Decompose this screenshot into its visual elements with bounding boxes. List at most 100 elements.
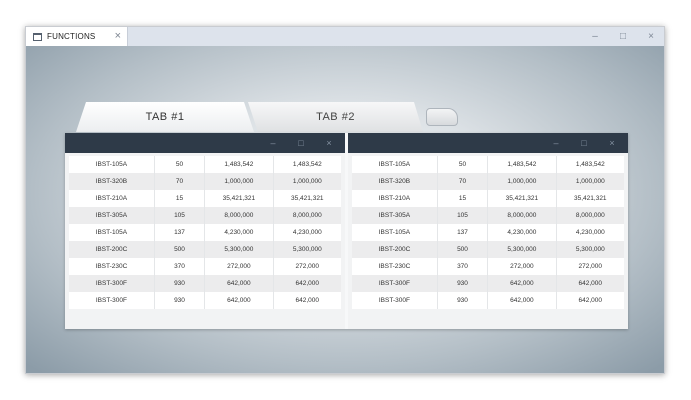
table-cell: 4,230,000 [556,224,624,241]
table-cell: IBST-105A [352,224,438,241]
close-window-button[interactable]: × [637,27,665,46]
table-cell: IBST-300F [69,275,155,292]
add-tab-button[interactable] [426,108,458,126]
table-cell: 642,000 [273,292,341,309]
table-cell: 642,000 [488,275,557,292]
left-panel-close-button[interactable]: × [315,133,343,153]
left-data-table: IBST-105A 50 1,483,542 1,483,542 IBST-320B 70… [69,156,341,309]
table-cell: IBST-200C [352,241,438,258]
table-cell: 1,483,542 [556,156,624,173]
table-cell: 4,230,000 [205,224,274,241]
table-cell: IBST-305A [69,207,155,224]
table-cell: 1,483,542 [205,156,274,173]
table-cell: 8,000,000 [205,207,274,224]
table-cell: 1,483,542 [273,156,341,173]
right-data-table: IBST-105A 50 1,483,542 1,483,542 IBST-320B 70… [352,156,624,309]
close-tab-icon[interactable]: × [114,30,121,42]
table-row[interactable]: IBST-105A 137 4,230,000 4,230,000 [352,224,624,241]
table-cell: 500 [154,241,206,258]
table-row[interactable]: IBST-300F 930 642,000 642,000 [69,275,341,292]
maximize-icon: □ [581,138,587,148]
table-row[interactable]: IBST-300F 930 642,000 642,000 [69,292,341,309]
table-cell: 70 [154,173,206,190]
table-cell: 50 [154,156,206,173]
table-cell: IBST-200C [69,241,155,258]
minimize-icon: – [553,138,559,148]
table-cell: 642,000 [556,275,624,292]
table-row[interactable]: IBST-200C 500 5,300,000 5,300,000 [352,241,624,258]
table-cell: 137 [154,224,206,241]
maximize-icon: □ [619,31,627,42]
maximize-icon: □ [298,138,304,148]
right-panel-header: – □ × [348,133,628,153]
table-row[interactable]: IBST-305A 105 8,000,000 8,000,000 [69,207,341,224]
table-cell: IBST-210A [69,190,155,207]
table-cell: 1,000,000 [205,173,274,190]
table-cell: 15 [437,190,489,207]
close-icon: × [609,138,615,148]
table-cell: IBST-320B [352,173,438,190]
table-cell: 35,421,321 [556,190,624,207]
table-row[interactable]: IBST-300F 930 642,000 642,000 [352,292,624,309]
table-cell: IBST-300F [352,292,438,309]
table-row[interactable]: IBST-105A 50 1,483,542 1,483,542 [69,156,341,173]
table-row[interactable]: IBST-210A 15 35,421,321 35,421,321 [352,190,624,207]
table-row[interactable]: IBST-200C 500 5,300,000 5,300,000 [69,241,341,258]
table-cell: 272,000 [205,258,274,275]
table-row[interactable]: IBST-230C 370 272,000 272,000 [69,258,341,275]
tab-2[interactable]: TAB #2 [248,102,423,132]
right-panel-close-button[interactable]: × [598,133,626,153]
table-row[interactable]: IBST-300F 930 642,000 642,000 [352,275,624,292]
table-cell: 930 [437,275,489,292]
table-cell: 35,421,321 [205,190,274,207]
table-cell: IBST-210A [352,190,438,207]
table-cell: 5,300,000 [273,241,341,258]
left-panel-minimize-button[interactable]: – [259,133,287,153]
table-row[interactable]: IBST-230C 370 272,000 272,000 [352,258,624,275]
table-cell: 8,000,000 [273,207,341,224]
table-row[interactable]: IBST-320B 70 1,000,000 1,000,000 [352,173,624,190]
table-cell: IBST-320B [69,173,155,190]
minimize-icon: – [270,138,276,148]
table-cell: 5,300,000 [205,241,274,258]
table-row[interactable]: IBST-320B 70 1,000,000 1,000,000 [69,173,341,190]
table-cell: 272,000 [273,258,341,275]
table-cell: 930 [154,275,206,292]
table-row[interactable]: IBST-210A 15 35,421,321 35,421,321 [69,190,341,207]
table-cell: 35,421,321 [488,190,557,207]
right-panel-maximize-button[interactable]: □ [570,133,598,153]
left-panel-header: – □ × [65,133,345,153]
minimize-button[interactable]: – [581,27,609,46]
maximize-button[interactable]: □ [609,27,637,46]
table-cell: 930 [154,292,206,309]
table-cell: 50 [437,156,489,173]
table-cell: IBST-300F [69,292,155,309]
table-cell: IBST-230C [69,258,155,275]
right-panel: – □ × IBST-105A 50 1,483,542 1,483,542 IBST-… [348,133,628,329]
close-icon: × [326,138,332,148]
table-cell: 70 [437,173,489,190]
table-cell: 15 [154,190,206,207]
left-panel: – □ × IBST-105A 50 1,483,542 1,483,542 IBST-… [65,133,345,329]
left-panel-maximize-button[interactable]: □ [287,133,315,153]
table-row[interactable]: IBST-105A 137 4,230,000 4,230,000 [69,224,341,241]
table-cell: 500 [437,241,489,258]
table-row[interactable]: IBST-305A 105 8,000,000 8,000,000 [352,207,624,224]
table-cell: 1,000,000 [488,173,557,190]
table-cell: 8,000,000 [488,207,557,224]
app-window: FUNCTIONS × – □ × TAB #2 TAB #1 – □ × IB… [25,26,665,374]
table-cell: IBST-300F [352,275,438,292]
right-panel-minimize-button[interactable]: – [542,133,570,153]
table-cell: 642,000 [488,292,557,309]
table-cell: IBST-105A [69,156,155,173]
table-cell: IBST-105A [352,156,438,173]
document-tab-label: FUNCTIONS [47,32,96,41]
table-cell: 272,000 [556,258,624,275]
tab-1[interactable]: TAB #1 [76,102,254,132]
document-tab[interactable]: FUNCTIONS × [26,27,128,46]
table-cell: 105 [154,207,206,224]
close-icon: × [648,31,654,42]
table-cell: 642,000 [556,292,624,309]
title-bar: FUNCTIONS × – □ × [26,27,664,47]
table-row[interactable]: IBST-105A 50 1,483,542 1,483,542 [352,156,624,173]
